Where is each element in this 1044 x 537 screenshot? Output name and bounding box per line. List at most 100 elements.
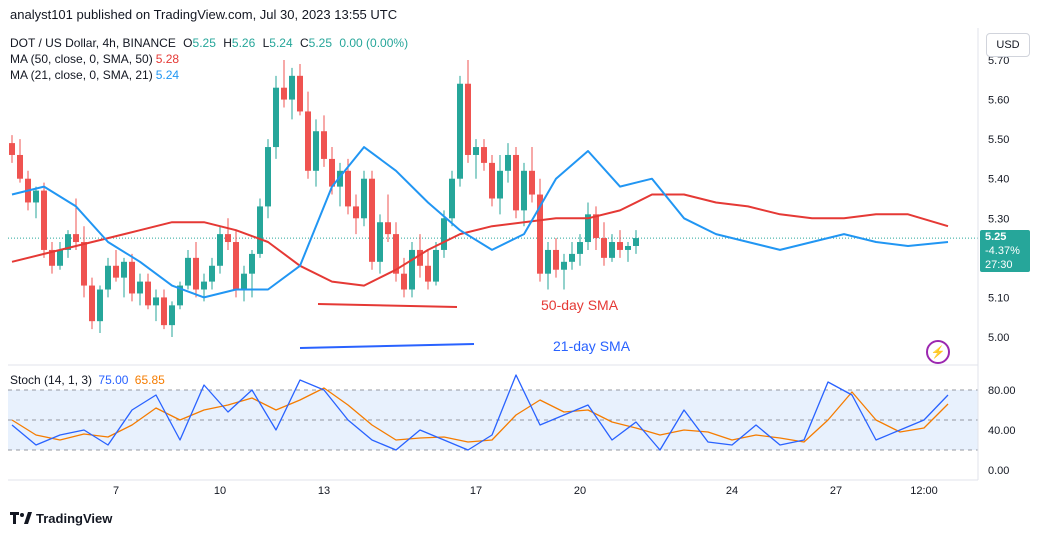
candle-body (201, 281, 207, 290)
candle-body (145, 281, 151, 306)
candle-body (513, 154, 519, 211)
candle-body (497, 170, 503, 199)
candle-body (609, 242, 615, 258)
candle-body (217, 234, 223, 266)
ma50-line (11, 193, 949, 287)
published-line: analyst101 published on TradingView.com,… (10, 7, 398, 22)
sma50-annotation-label: 50-day SMA (541, 297, 619, 313)
open-label: O (183, 36, 193, 50)
candle-body (297, 75, 303, 112)
candle-body (633, 238, 639, 246)
candle-body (185, 257, 191, 286)
candle-body (9, 143, 15, 155)
candle-body (153, 297, 159, 306)
candle-body (481, 147, 487, 163)
candle-body (505, 154, 511, 171)
low-value: 5.24 (269, 36, 293, 50)
candle-body (425, 265, 431, 282)
candle-body (361, 178, 367, 219)
time-tick-label: 24 (726, 485, 738, 497)
price-tick-label: 5.00 (988, 332, 1009, 344)
currency-button[interactable]: USD (986, 33, 1030, 57)
candle-body (305, 111, 311, 171)
top-bar: analyst101 published on TradingView.com,… (0, 0, 1044, 28)
last-price-value: 5.25 (985, 231, 1007, 243)
candle-body (441, 218, 447, 250)
time-tick-label: 10 (214, 485, 226, 497)
candle-body (105, 265, 111, 290)
stoch-pane (8, 374, 978, 451)
candle-body (593, 214, 599, 239)
time-tick-label: 27 (830, 485, 842, 497)
stoch-k-line (11, 374, 949, 451)
stoch-label: Stoch (14, 1, 3) (10, 373, 93, 387)
candle-body (617, 242, 623, 250)
time-tick-label: 17 (470, 485, 482, 497)
chart-canvas[interactable]: 50-day SMA 21-day SMA 5.70 5.60 5.50 5.40 5.3… (0, 28, 1044, 503)
candle-body (161, 297, 167, 326)
candle-body (241, 273, 247, 290)
candle-body (41, 190, 47, 250)
bar-countdown: 27:30 (985, 259, 1013, 271)
ma21-value: 5.24 (155, 68, 180, 82)
high-value: 5.26 (231, 36, 256, 50)
stoch-tick-label: 40.00 (988, 425, 1016, 437)
candle-body (313, 131, 319, 171)
candle-body (529, 170, 535, 195)
price-tick-label: 5.70 (988, 55, 1009, 67)
candle-body (553, 249, 559, 270)
candle-body (345, 170, 351, 207)
change-value: 0.00 (0.00%) (339, 36, 409, 50)
candle-body (281, 87, 287, 100)
stoch-tick-label: 0.00 (988, 465, 1009, 477)
candle-body (377, 222, 383, 262)
ma21-legend[interactable]: MA (21, close, 0, SMA, 21) 5.24 (10, 68, 179, 82)
low-label: L (262, 36, 270, 50)
stoch-tick-label: 80.00 (988, 385, 1016, 397)
candle-body (129, 261, 135, 294)
lightning-icon[interactable]: ⚡ (926, 340, 950, 364)
ma21-label: MA (21, close, 0, SMA, 21) (10, 68, 153, 82)
candle-body (249, 253, 255, 274)
candle-body (169, 305, 175, 326)
sma21-annotation-line (299, 343, 475, 349)
candle-body (273, 87, 279, 148)
candle-body (49, 249, 55, 266)
candle-body (545, 249, 551, 274)
price-tick-label: 5.10 (988, 292, 1009, 304)
footer-brand: TradingView (36, 511, 113, 526)
close-label: C (299, 36, 309, 50)
candle-body (177, 285, 183, 306)
candle-body (601, 238, 607, 258)
time-tick-label: 20 (574, 485, 586, 497)
symbol-label[interactable]: DOT / US Dollar, 4h, BINANCE (10, 36, 176, 50)
price-pane: 50-day SMA 21-day SMA (8, 60, 978, 354)
last-price-change: -4.37% (985, 245, 1020, 257)
candle-body (577, 242, 583, 254)
ma50-value: 5.28 (155, 52, 180, 66)
candle-body (89, 285, 95, 322)
candle-body (81, 242, 87, 286)
stoch-legend[interactable]: Stoch (14, 1, 3) 75.00 65.85 (10, 373, 165, 387)
candle-body (625, 245, 631, 250)
candle-body (465, 83, 471, 155)
candle-body (17, 154, 23, 179)
time-tick-label: 7 (113, 485, 119, 497)
ohlc-legend: DOT / US Dollar, 4h, BINANCE O 5.25 H5.26… (10, 36, 408, 50)
close-value: 5.25 (308, 36, 333, 50)
sma21-annotation-label: 21-day SMA (553, 338, 631, 354)
candle-body (401, 273, 407, 290)
ma50-legend[interactable]: MA (50, close, 0, SMA, 50) 5.28 (10, 52, 179, 66)
ma50-label: MA (50, close, 0, SMA, 50) (10, 52, 153, 66)
candle-body (489, 162, 495, 199)
candle-body (265, 147, 271, 207)
high-label: H (223, 36, 232, 50)
candle-body (209, 265, 215, 282)
time-tick-label: 13 (318, 485, 330, 497)
price-tick-label: 5.50 (988, 134, 1009, 146)
last-price-box: 5.25 -4.37% 27:30 (980, 230, 1030, 272)
candle-body (257, 206, 263, 254)
candle-body (457, 83, 463, 179)
candle-body (409, 249, 415, 290)
candle-body (329, 158, 335, 187)
